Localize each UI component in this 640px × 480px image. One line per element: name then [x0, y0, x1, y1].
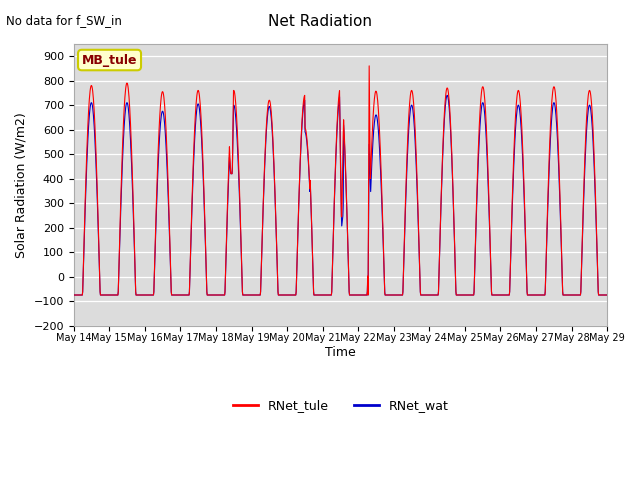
Text: MB_tule: MB_tule [82, 54, 137, 67]
Text: No data for f_SW_in: No data for f_SW_in [6, 14, 122, 27]
Y-axis label: Solar Radiation (W/m2): Solar Radiation (W/m2) [15, 112, 28, 258]
X-axis label: Time: Time [325, 346, 356, 359]
Text: Net Radiation: Net Radiation [268, 14, 372, 29]
Legend: RNet_tule, RNet_wat: RNet_tule, RNet_wat [227, 394, 453, 417]
